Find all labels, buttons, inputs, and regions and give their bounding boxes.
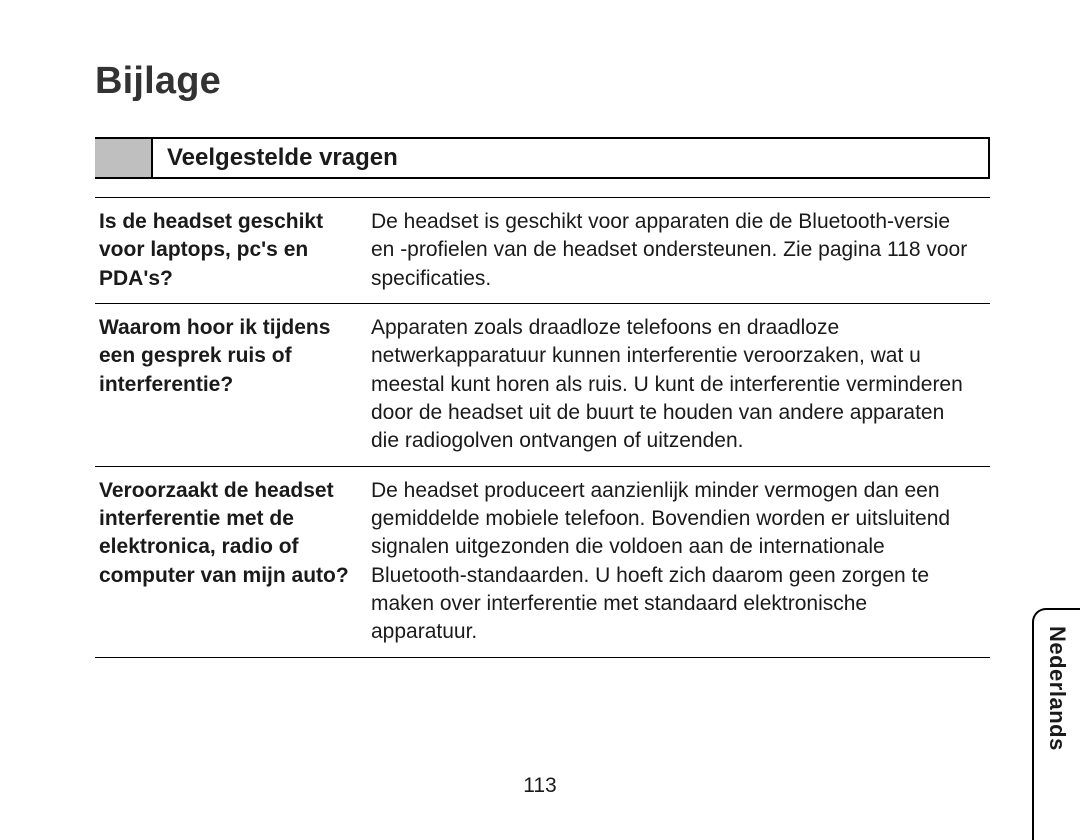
faq-question: Veroorzaakt de headset interferentie met… (95, 466, 367, 657)
faq-question: Waarom hoor ik tijdens een gesprek ruis … (95, 304, 367, 467)
language-tab-label: Nederlands (1044, 610, 1070, 751)
faq-table: Is de headset geschikt voor laptops, pc'… (95, 197, 990, 658)
faq-question: Is de headset geschikt voor laptops, pc'… (95, 198, 367, 304)
faq-row: Waarom hoor ik tijdens een gesprek ruis … (95, 304, 990, 467)
language-tab: Nederlands (1032, 608, 1080, 840)
faq-answer: Apparaten zoals draadloze telefoons en d… (367, 304, 990, 467)
page-title: Bijlage (95, 60, 990, 103)
faq-answer: De headset is geschikt voor apparaten di… (367, 198, 990, 304)
section-header: Veelgestelde vragen (95, 137, 990, 179)
faq-row: Veroorzaakt de headset interferentie met… (95, 466, 990, 657)
faq-row: Is de headset geschikt voor laptops, pc'… (95, 198, 990, 304)
faq-answer: De headset produceert aanzienlijk minder… (367, 466, 990, 657)
section-header-tab (95, 139, 153, 177)
manual-page: Bijlage Veelgestelde vragen Is de headse… (0, 0, 1080, 840)
page-number: 113 (0, 774, 1080, 798)
section-header-label: Veelgestelde vragen (153, 139, 988, 177)
